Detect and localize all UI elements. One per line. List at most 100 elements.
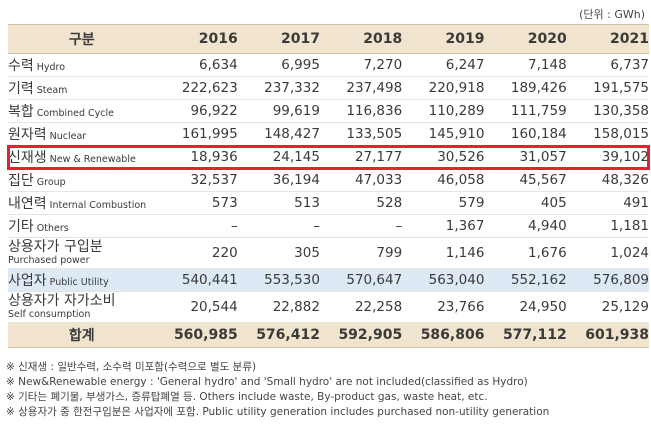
row-label: 내연력 Internal Combustion <box>8 192 155 215</box>
table-cell: 1,367 <box>445 218 485 234</box>
table-cell: 237,498 <box>346 80 403 96</box>
table-cell: 46,058 <box>437 172 485 188</box>
table-row-internal-combustion: 내연력 Internal Combustion 573 513 528 579 4… <box>8 192 649 215</box>
table-cell: 45,567 <box>519 172 567 188</box>
footnote: ※ 상용자가 중 한전구입분은 사업자에 포함. Public utility … <box>6 406 550 418</box>
row-label-ko: 상용자가 구입분 <box>8 239 103 255</box>
table-cell: 405 <box>540 195 567 211</box>
table-cell: 6,995 <box>281 57 320 73</box>
table-cell: 111,759 <box>510 103 567 119</box>
table-row-purchased-power: 상용자가 구입분 Purchased power 220 305 799 1,14… <box>8 238 649 269</box>
footnotes: ※ 신재생 : 일반수력, 소수력 미포함(수력으로 별도 분류) ※ New&… <box>6 360 549 420</box>
row-label-ko: 내연력 <box>8 196 47 212</box>
row-label: 사업자 Public Utility <box>8 269 155 292</box>
table-cell: 6,247 <box>445 57 485 73</box>
table-cell: 189,426 <box>510 80 567 96</box>
row-label-ko: 기력 <box>8 81 34 97</box>
table-cell: 133,505 <box>346 126 403 142</box>
table-cell: 4,940 <box>528 218 567 234</box>
row-label-ko: 수력 <box>8 58 34 74</box>
table-cell: 7,148 <box>528 57 567 73</box>
table-cell: 148,427 <box>264 126 320 142</box>
table-cell: 20,544 <box>190 299 238 315</box>
table-cell: – <box>230 218 238 234</box>
table-cell: 579 <box>458 195 485 211</box>
row-label-en: Group <box>36 177 66 188</box>
footnote: ※ New&Renewable energy : 'General hydro'… <box>6 376 528 388</box>
row-label: 신재생 New & Renewable <box>8 146 155 169</box>
table-cell: 25,129 <box>601 299 649 315</box>
table-cell: 145,910 <box>428 126 485 142</box>
table-row-self-consumption: 상용자가 자가소비 Self consumption 20,544 22,882 … <box>8 292 649 323</box>
row-label: 수력 Hydro <box>8 54 155 77</box>
table-cell: 576,412 <box>256 327 320 343</box>
row-label: 상용자가 구입분 Purchased power <box>8 238 155 269</box>
year-header: 2017 <box>280 31 320 47</box>
table-cell: 130,358 <box>593 103 649 119</box>
table-cell: 18,936 <box>190 149 238 165</box>
row-label-ko: 원자력 <box>8 127 47 143</box>
table-cell: 491 <box>623 195 649 211</box>
table-cell: 7,270 <box>363 57 403 73</box>
header-label: 구분 <box>68 32 95 48</box>
table-cell: 528 <box>376 195 403 211</box>
table-cell: 161,995 <box>181 126 238 142</box>
row-label-en: Public Utility <box>49 277 109 288</box>
row-label-en: Hydro <box>36 62 66 73</box>
year-header: 2019 <box>445 31 485 47</box>
table-cell: 99,619 <box>272 103 320 119</box>
row-label: 기타 Others <box>8 215 155 238</box>
table-cell: 116,836 <box>346 103 403 119</box>
table-cell: 573 <box>211 195 238 211</box>
table-cell: 110,289 <box>428 103 485 119</box>
row-label-ko: 신재생 <box>8 150 47 166</box>
table-cell: 601,938 <box>585 327 649 343</box>
generation-table: 구분 2016 2017 2018 2019 2020 2021 수력 Hydro… <box>7 24 650 348</box>
table-cell: 576,809 <box>593 272 649 288</box>
table-row-group: 집단 Group 32,537 36,194 47,033 46,058 45,5… <box>8 169 649 192</box>
table-cell: 6,737 <box>610 57 649 73</box>
table-cell: 47,033 <box>354 172 403 188</box>
table-cell: 36,194 <box>272 172 320 188</box>
year-header: 2018 <box>363 31 403 47</box>
row-label-ko: 사업자 <box>8 273 47 289</box>
row-label-en: Others <box>36 223 69 234</box>
table-cell: 305 <box>294 245 320 261</box>
row-label-en: Steam <box>36 85 68 96</box>
table-cell: 96,922 <box>190 103 238 119</box>
table-cell: 220 <box>211 245 238 261</box>
row-label-ko: 집단 <box>8 173 34 189</box>
row-label: 집단 Group <box>8 169 155 192</box>
table-cell: 39,102 <box>601 149 649 165</box>
row-label-en: Internal Combustion <box>49 200 147 211</box>
row-label-ko: 상용자가 자가소비 <box>8 293 116 309</box>
row-label-ko: 복합 <box>8 104 34 120</box>
table-cell: 570,647 <box>346 272 403 288</box>
table-row-public-utility: 사업자 Public Utility 540,441 553,530 570,64… <box>8 268 649 292</box>
table-cell: 23,766 <box>437 299 485 315</box>
table-row-steam: 기력 Steam 222,623 237,332 237,498 220,918 … <box>8 77 649 100</box>
row-label-en: Combined Cycle <box>36 108 115 119</box>
table-row-nuclear: 원자력 Nuclear 161,995 148,427 133,505 145,9… <box>8 123 649 146</box>
table-cell: 1,024 <box>610 245 649 261</box>
table-cell: 560,985 <box>173 327 238 343</box>
table-cell: 48,326 <box>601 172 649 188</box>
year-header: 2021 <box>610 31 649 47</box>
row-label-en: New & Renewable <box>49 154 136 165</box>
table-cell: 222,623 <box>181 80 238 96</box>
year-header: 2016 <box>198 31 238 47</box>
table-cell: 552,162 <box>510 272 567 288</box>
table-cell: 24,950 <box>519 299 567 315</box>
row-label-ko: 기타 <box>8 219 34 235</box>
table-cell: 553,530 <box>264 272 320 288</box>
table-row-others: 기타 Others – – – 1,367 4,940 1,181 <box>8 215 649 238</box>
table-cell: 563,040 <box>428 272 485 288</box>
total-label: 합계 <box>68 328 95 344</box>
header-row: 구분 2016 2017 2018 2019 2020 2021 <box>8 24 649 54</box>
table-cell: – <box>313 218 320 234</box>
footnote: ※ 신재생 : 일반수력, 소수력 미포함(수력으로 별도 분류) <box>6 361 257 373</box>
row-label: 복합 Combined Cycle <box>8 100 155 123</box>
table-cell: 158,015 <box>593 126 649 142</box>
table-row-new-renewable-highlighted: 신재생 New & Renewable 18,936 24,145 27,177 … <box>7 144 650 170</box>
table-cell: 30,526 <box>437 149 485 165</box>
